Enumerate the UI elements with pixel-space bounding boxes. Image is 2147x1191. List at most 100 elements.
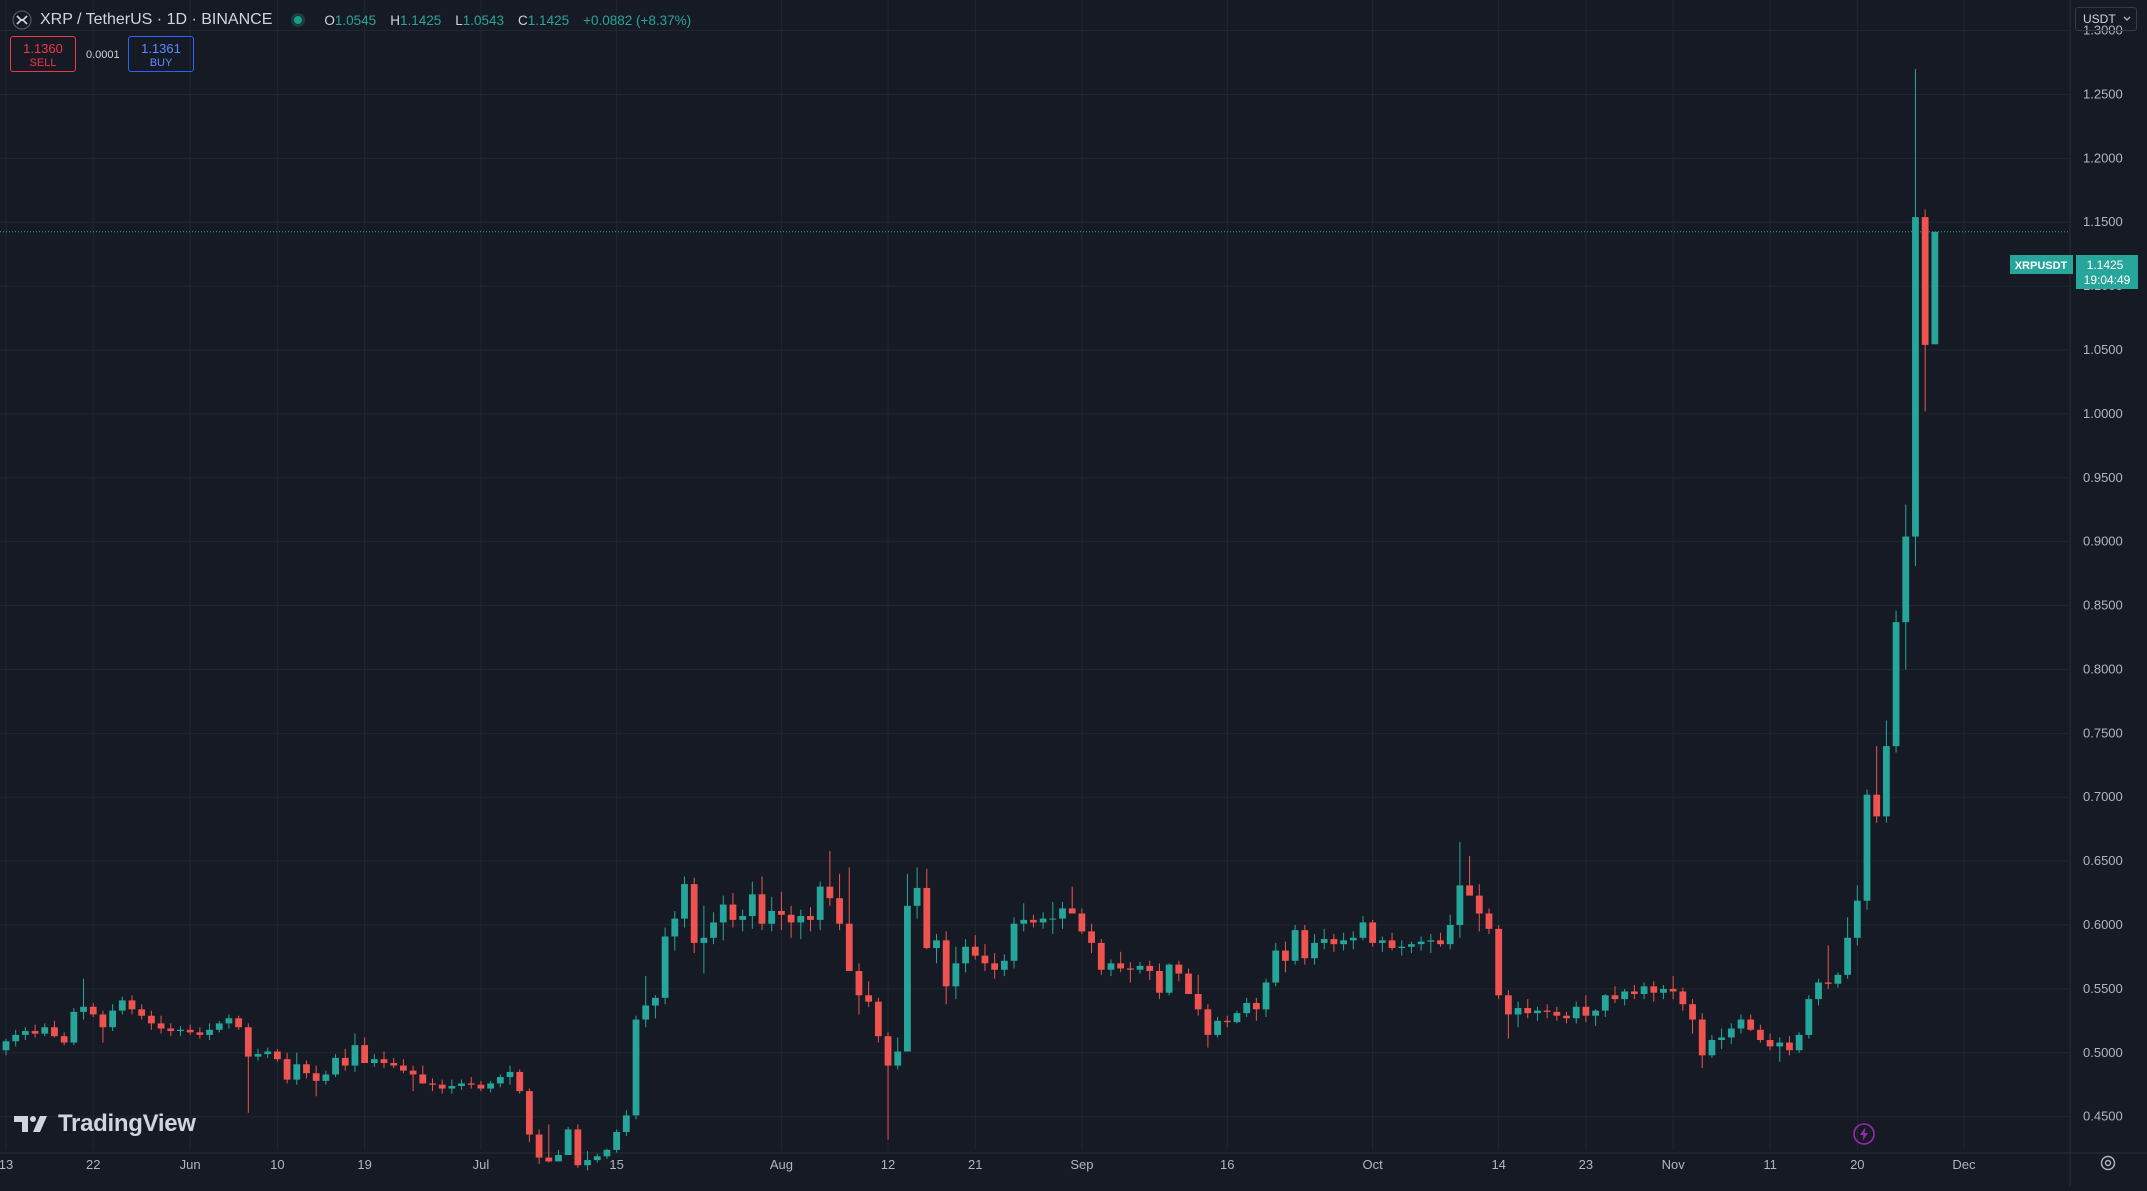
candle-body [1175, 964, 1183, 974]
candle-down [1126, 962, 1134, 983]
candle-down [429, 1078, 436, 1092]
candle-body [787, 914, 795, 923]
candle-body [526, 1091, 533, 1135]
candle-body [206, 1029, 213, 1035]
candle-body [1718, 1037, 1725, 1040]
candle-body [1330, 939, 1338, 945]
candle-body [962, 946, 969, 964]
tradingview-watermark[interactable]: TradingView [14, 1110, 196, 1138]
candle-body [904, 905, 911, 1052]
candle-body [167, 1028, 175, 1032]
candle-body [1563, 1015, 1570, 1019]
candle-body [1223, 1020, 1231, 1023]
candle-body [60, 1036, 68, 1043]
market-open-indicator[interactable] [294, 16, 303, 24]
candle-body [186, 1029, 194, 1033]
candle-body [341, 1057, 349, 1066]
ohlc-low: L1.0543 [455, 12, 505, 28]
candle-body [836, 898, 843, 924]
candle-body [710, 922, 717, 938]
candle-body [1282, 950, 1289, 961]
candle-up [1233, 1010, 1241, 1024]
candle-body [12, 1034, 20, 1042]
candle-body [448, 1086, 456, 1089]
candle-down [400, 1059, 407, 1074]
y-tick-label: 0.8000 [2083, 661, 2123, 676]
candle-body [225, 1018, 233, 1024]
candle-body [942, 940, 950, 987]
candle-down [1563, 1011, 1570, 1024]
candle-body [1156, 971, 1163, 993]
candle-up [1572, 1001, 1580, 1024]
candle-body [1853, 900, 1861, 938]
candle-up [622, 1110, 630, 1136]
candle-up [1534, 1006, 1541, 1021]
candle-body [196, 1032, 204, 1035]
candles[interactable] [2, 68, 1939, 1171]
candle-body [303, 1064, 310, 1074]
symbol-title[interactable]: XRP / TetherUS · 1D · BINANCE [40, 11, 273, 28]
candle-body [1417, 941, 1425, 945]
candle-down [1117, 951, 1125, 973]
candle-up [1912, 68, 1919, 566]
candle-body [1117, 963, 1125, 969]
candle-down [438, 1079, 446, 1094]
candle-up [1262, 978, 1270, 1017]
candle-up [1795, 1032, 1803, 1053]
candle-body [545, 1157, 553, 1162]
candle-down [1756, 1024, 1764, 1043]
candle-down [1524, 999, 1532, 1019]
candle-up [904, 873, 911, 1052]
candle-down [167, 1023, 175, 1037]
candle-down [128, 995, 136, 1015]
price-label: XRPUSDT 1.1425 19:04:49 [2010, 255, 2138, 289]
x-tick-label: 19 [357, 1157, 371, 1172]
y-tick-label: 0.9000 [2083, 534, 2123, 549]
candle-down [942, 931, 950, 1005]
candle-down [1495, 925, 1503, 1000]
candle-body [661, 936, 669, 998]
gear-icon[interactable] [2098, 1153, 2118, 1173]
candle-body [981, 955, 989, 964]
candle-body [681, 884, 688, 919]
x-tick-label: 14 [1491, 1157, 1505, 1172]
candle-body [1369, 922, 1377, 943]
sell-button[interactable]: 1.1360 SELL [10, 36, 76, 72]
xrp-logo-icon[interactable] [12, 10, 32, 30]
y-tick-label: 0.4500 [2083, 1109, 2123, 1124]
candle-up [700, 905, 708, 974]
candle-up [603, 1148, 611, 1159]
candle-body [642, 1005, 650, 1020]
candle-up [1931, 231, 1939, 345]
candle-down [1369, 919, 1377, 947]
candle-up [1660, 985, 1667, 1000]
candle-up [12, 1029, 20, 1047]
candle-body [632, 1019, 640, 1116]
lightning-icon[interactable] [1852, 1122, 1876, 1146]
candle-body [1931, 231, 1939, 345]
candle-up [206, 1023, 213, 1040]
spread-value: 0.0001 [86, 49, 120, 61]
candle-countdown: 19:04:49 [2084, 273, 2131, 287]
candle-body [1427, 940, 1435, 942]
price-axis[interactable]: 0.4500 0.5000 0.5500 0.6000 0.6500 0.7000 0.75… [2083, 23, 2123, 1124]
candle-body [1456, 885, 1464, 925]
candle-body [1912, 217, 1919, 537]
candle-body [51, 1027, 58, 1037]
candle-body [1010, 923, 1018, 961]
currency-select[interactable]: USDT [2075, 7, 2137, 31]
candle-body [361, 1045, 369, 1063]
candle-body [1349, 937, 1357, 941]
candle-body [109, 1010, 117, 1028]
y-tick-label: 1.0000 [2083, 406, 2123, 421]
candle-body [1291, 930, 1299, 961]
time-axis[interactable]: 13 22 Jun 10 19 Jul 15 Aug 12 21 Sep 16 Oct 14 23 Nov 11… [0, 1157, 1976, 1172]
candle-down [1156, 963, 1163, 1000]
candle-up [1359, 916, 1367, 941]
candle-up [584, 1151, 591, 1171]
buy-button[interactable]: 1.1361 BUY [128, 36, 194, 72]
ohlc-change: +0.0882 (+8.37%) [583, 12, 692, 28]
